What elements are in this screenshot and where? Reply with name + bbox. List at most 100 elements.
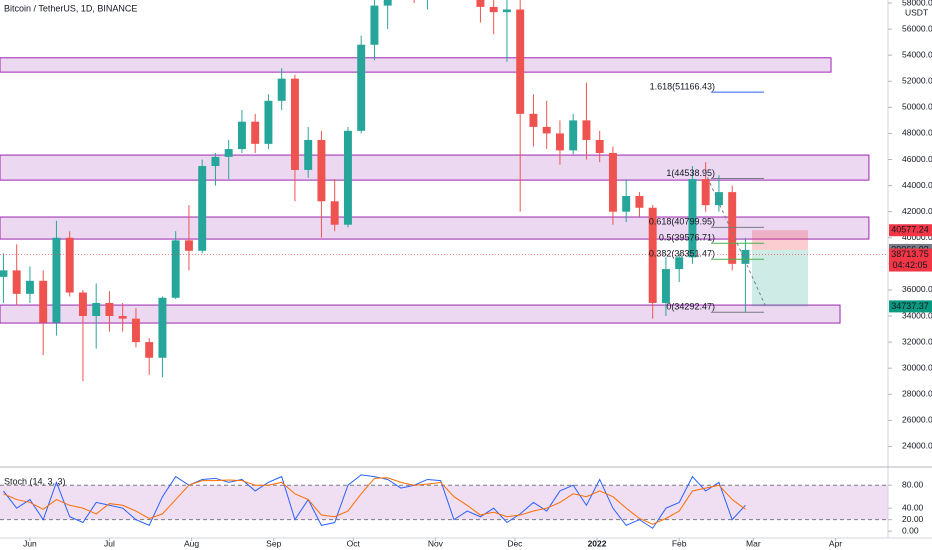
candle-body: [158, 297, 167, 358]
candle-body: [52, 237, 61, 323]
zone: [0, 216, 870, 240]
candle-body: [741, 249, 750, 264]
stop-zone: [752, 230, 808, 250]
candle-body: [502, 9, 511, 13]
y-tick-label: 40.00: [902, 502, 924, 512]
candle-body: [635, 196, 644, 208]
candle-body: [330, 201, 339, 225]
candle-body: [25, 280, 34, 294]
candle-body: [542, 126, 551, 134]
candle-body: [608, 152, 617, 212]
candle-body: [198, 166, 207, 251]
y-tick-label: 40000.00: [902, 232, 932, 242]
target-zone: [752, 249, 808, 307]
candle-body: [92, 302, 101, 317]
candle-body: [569, 120, 578, 151]
candle-body: [290, 78, 299, 170]
candle-body: [184, 240, 193, 251]
candle-body: [489, 6, 498, 13]
fib-label: 0(34292.47): [666, 302, 715, 312]
price-tag: [889, 259, 932, 272]
candle-body: [105, 302, 114, 317]
price-tag-label: 38713.75: [891, 249, 929, 259]
y-tick-label: 42000.00: [902, 206, 932, 216]
candle-body: [131, 318, 140, 343]
x-tick-label: Sep: [266, 538, 281, 548]
candle-body: [582, 120, 591, 140]
price-tag-label: 04:42:05: [892, 260, 927, 270]
candle-body: [65, 237, 74, 293]
candle-body: [714, 192, 723, 206]
y-tick-label: 54000.00: [902, 49, 932, 59]
stoch-line: [3, 474, 746, 529]
candle-body: [78, 292, 87, 317]
zone: [0, 304, 841, 324]
y-tick-label: 56000.00: [902, 23, 932, 33]
y-tick-label: 34000.00: [902, 310, 932, 320]
candle-body: [171, 240, 180, 298]
candle-body: [211, 156, 220, 167]
candle-body: [595, 139, 604, 153]
candle-body: [12, 270, 21, 294]
x-tick-label: Dec: [507, 538, 523, 548]
chart-title: Bitcoin / TetherUS, 1D, BINANCE: [4, 3, 137, 13]
candle-body: [675, 257, 684, 270]
fib-label: 0.5(39576.71): [659, 233, 715, 243]
candle-body: [622, 196, 631, 212]
y-tick-label: 28000.00: [902, 389, 932, 399]
price-pane: 1.618(51166.43) 1(44538.95) 0.618(40799.95…: [0, 0, 888, 382]
candle-body: [529, 113, 538, 127]
y-tick-label: 30000.00: [902, 362, 932, 372]
zone: [0, 57, 832, 73]
y-tick-label: 58000.00: [902, 0, 932, 7]
x-tick-label: Jul: [104, 538, 115, 548]
candle-body: [118, 316, 127, 319]
price-tag: [889, 300, 932, 313]
y-tick-label: 50000.00: [902, 102, 932, 112]
candle-body: [383, 0, 392, 6]
y-tick-label: 52000.00: [902, 76, 932, 86]
candle-body: [304, 139, 313, 170]
candle-body: [476, 0, 485, 7]
candle-body: [264, 100, 273, 144]
candle-body: [343, 130, 352, 225]
stoch-line: [3, 477, 746, 525]
candle-body: [237, 121, 246, 150]
y-tick-label: 20.00: [902, 514, 924, 524]
x-tick-label: Mar: [746, 538, 761, 548]
y-tick-label: 80.00: [902, 479, 924, 489]
x-tick-label: Nov: [428, 538, 444, 548]
x-tick-label: Feb: [672, 538, 687, 548]
currency-label: USDT: [905, 7, 928, 17]
candle-body: [728, 192, 737, 264]
candle-body: [701, 179, 710, 206]
candle-body: [145, 342, 154, 358]
price-tag: [889, 224, 932, 237]
x-tick-label: Aug: [184, 538, 199, 548]
zone: [0, 154, 870, 181]
candle-body: [555, 133, 564, 151]
y-tick-label: 48000.00: [902, 128, 932, 138]
stoch-pane: [0, 474, 888, 529]
candle-body: [357, 44, 366, 131]
price-tag: [889, 248, 932, 261]
candle-body: [648, 207, 657, 303]
x-tick-label: Oct: [347, 538, 361, 548]
x-tick-label: 2022: [588, 538, 607, 548]
candle-body: [516, 9, 525, 114]
candle-body: [0, 270, 8, 277]
fib-trend-line: [704, 171, 766, 306]
y-tick-label: 32000.00: [902, 336, 932, 346]
candle-body: [224, 149, 233, 157]
fib-label: 0.618(40799.95): [649, 217, 715, 227]
y-tick-label: 26000.00: [902, 415, 932, 425]
candle-body: [688, 179, 697, 258]
x-tick-label: Jun: [23, 538, 37, 548]
y-tick-label: 24000.00: [902, 441, 932, 451]
y-tick-label: 0.00: [902, 525, 919, 535]
fib-label: 0.382(38351.47): [649, 249, 715, 259]
price-tag-label: 40577.24: [891, 225, 929, 235]
y-tick-label: 36000.00: [902, 284, 932, 294]
